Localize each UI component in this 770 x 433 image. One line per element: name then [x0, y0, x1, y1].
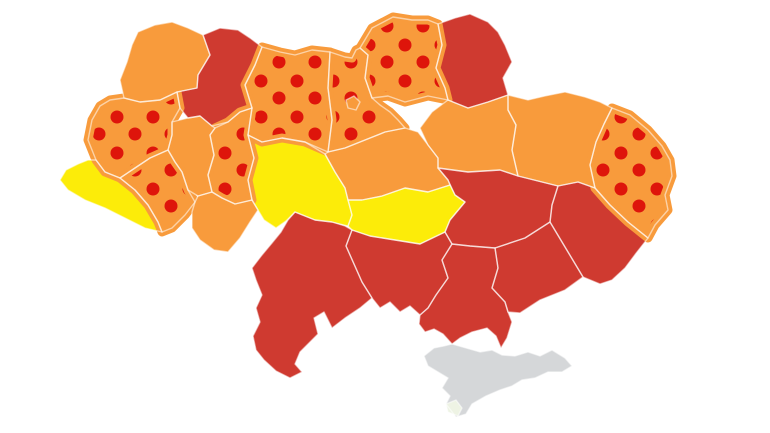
- region-dnipropetrovsk: [438, 168, 558, 248]
- region-mykolaiv: [346, 230, 452, 315]
- region-donetsk: [550, 182, 648, 284]
- top-shapes-layer: [346, 96, 360, 110]
- region-volyn: [120, 22, 210, 102]
- region-ternopil: [168, 116, 215, 196]
- region-rivne: [177, 28, 262, 126]
- region-sevastopol: [446, 400, 462, 416]
- region-kirovohrad: [348, 185, 465, 244]
- region-kyiv-city: [346, 96, 360, 110]
- zhytomyr-border: [244, 46, 333, 153]
- region-zaporizhzhia: [492, 222, 583, 313]
- luhansk-border: [589, 107, 673, 239]
- chernivtsi-border: [191, 191, 259, 253]
- region-kherson: [419, 244, 512, 348]
- region-odesa: [252, 212, 372, 378]
- region-sumy: [436, 14, 512, 108]
- region-border-layer: [59, 13, 673, 418]
- odesa-border: [251, 211, 373, 379]
- chernihiv-dots: [355, 12, 453, 107]
- kyiv-city-border: [345, 95, 361, 111]
- zhytomyr-dots: [240, 42, 337, 157]
- region-zakarpattia: [60, 160, 162, 232]
- crimea-border: [423, 343, 573, 418]
- region-vinnytsia: [248, 135, 352, 228]
- sevastopol-border: [445, 399, 463, 417]
- region-crimea: [424, 344, 572, 417]
- sumy-border: [435, 13, 513, 109]
- region-poltava: [420, 95, 518, 176]
